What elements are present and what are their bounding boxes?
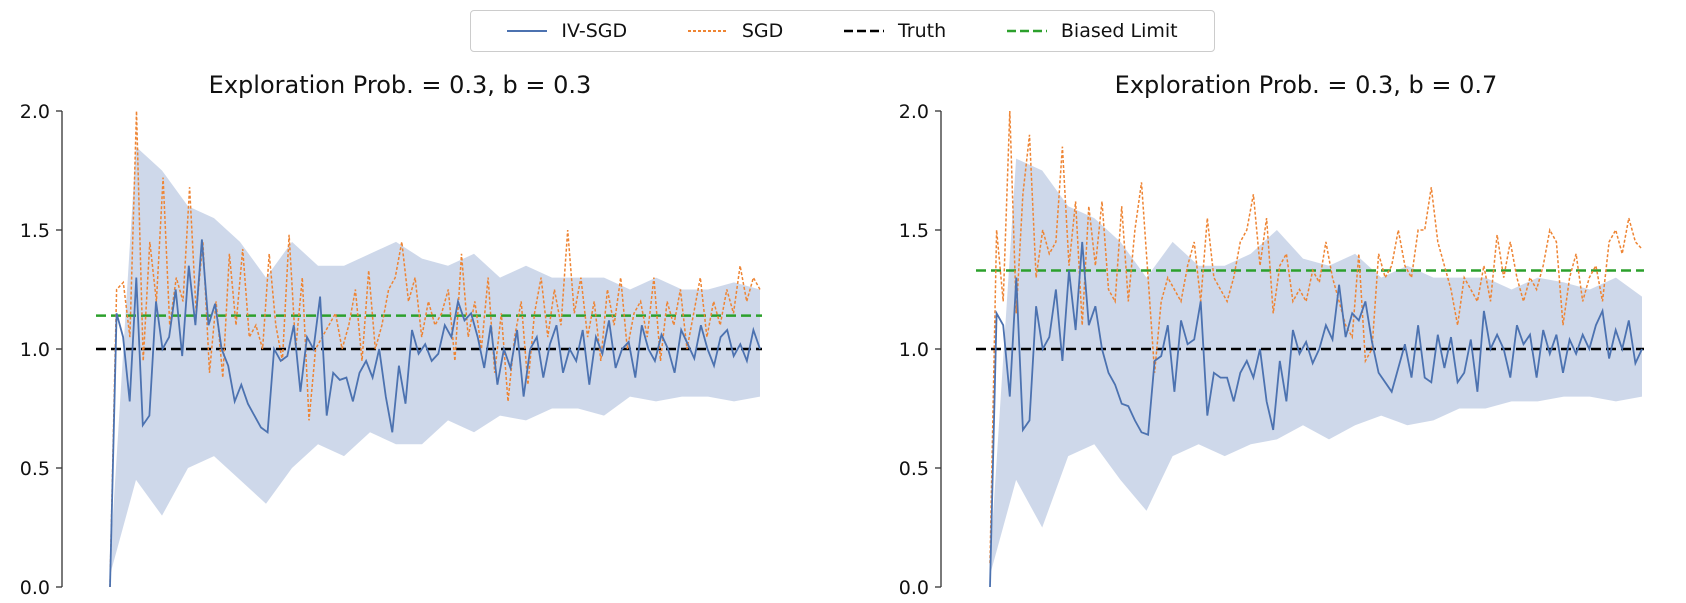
- legend-item-iv-sgd: IV-SGD: [507, 20, 627, 42]
- y-tick-label: 0.5: [20, 458, 50, 480]
- confidence-band: [110, 146, 760, 576]
- legend-swatch-truth: [843, 29, 884, 33]
- y-tick-label: 1.5: [899, 220, 929, 242]
- y-tick-label: 1.0: [20, 339, 50, 361]
- y-tick-label: 0.0: [20, 577, 50, 599]
- subplot-title: Exploration Prob. = 0.3, b = 0.7: [1115, 71, 1498, 99]
- legend-swatch-biased-limit: [1006, 29, 1047, 33]
- subplot-2: Exploration Prob. = 0.3, b = 0.7 0.0 0.5 1.…: [899, 71, 1644, 599]
- series-sgd: [989, 110, 1643, 564]
- y-tick-label: 2.0: [20, 101, 50, 123]
- confidence-band: [990, 158, 1642, 576]
- y-tick-label: 1.5: [20, 220, 50, 242]
- legend: IV-SGD SGD Truth Biased Limit: [470, 10, 1215, 52]
- y-tick-label: 1.0: [899, 339, 929, 361]
- legend-swatch-iv-sgd: [507, 30, 548, 32]
- series-iv-sgd: [989, 241, 1643, 588]
- legend-label: Truth: [897, 20, 947, 42]
- y-tick-label: 0.5: [899, 458, 929, 480]
- legend-label: IV-SGD: [561, 20, 628, 42]
- legend-item-biased-limit: Biased Limit: [1006, 20, 1178, 42]
- series-iv-sgd: [109, 239, 761, 588]
- subplot-1: Exploration Prob. = 0.3, b = 0.3 0.0 0.5 1.…: [20, 71, 762, 599]
- y-tick-label: 0.0: [899, 577, 929, 599]
- legend-swatch-sgd: [687, 30, 728, 32]
- legend-item-sgd: SGD: [687, 20, 784, 42]
- y-tick-label: 2.0: [899, 101, 929, 123]
- legend-label: SGD: [741, 20, 784, 42]
- legend-label: Biased Limit: [1060, 20, 1178, 42]
- subplot-title: Exploration Prob. = 0.3, b = 0.3: [209, 71, 592, 99]
- legend-item-truth: Truth: [843, 20, 947, 42]
